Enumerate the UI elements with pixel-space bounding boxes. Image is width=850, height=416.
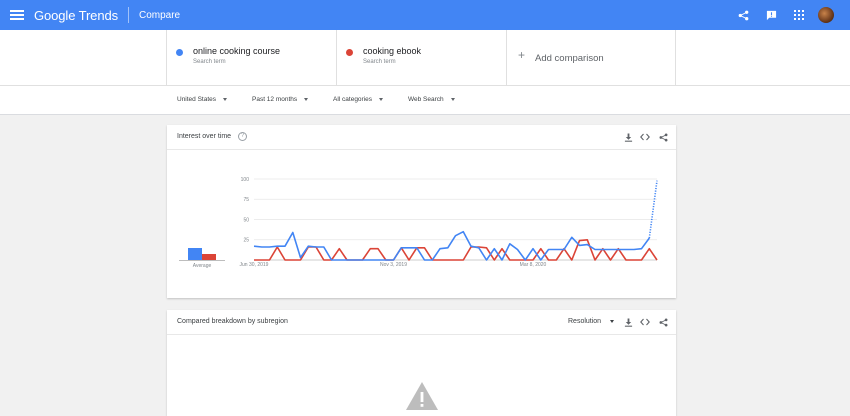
top-app-bar: Google Trends Compare	[0, 0, 850, 30]
region-filter-label: United States	[177, 96, 217, 103]
embed-icon[interactable]	[640, 317, 650, 327]
card-title: Compared breakdown by subregion	[177, 318, 288, 325]
card-title: Interest over time	[177, 133, 232, 140]
search-term-1[interactable]: online cooking course Search term	[166, 30, 336, 86]
x-tick-label: Nov 3, 2019	[380, 262, 407, 268]
add-comparison-label: Add comparison	[535, 53, 604, 64]
card-header: Compared breakdown by subregion Resoluti…	[167, 310, 676, 335]
chevron-down-icon	[223, 98, 228, 101]
interest-over-time-chart[interactable]: 100 75 50 25 Jun 30, 2019 Nov 3, 2019 Mar 8, 2…	[167, 125, 676, 298]
chevron-down-icon	[304, 98, 309, 101]
category-filter[interactable]: All categories	[333, 96, 384, 103]
resolution-label: Resolution	[568, 318, 602, 325]
account-avatar[interactable]	[818, 7, 834, 23]
term-2-name: cooking ebook	[363, 46, 422, 56]
term-2-color-dot	[346, 49, 353, 56]
y-tick-label: 75	[243, 197, 249, 203]
average-bar-cooking-ebook[interactable]	[202, 254, 216, 260]
feedback-icon[interactable]	[764, 8, 778, 22]
warning-icon	[406, 382, 438, 410]
average-label: Average	[192, 263, 212, 269]
add-comparison-button[interactable]: + Add comparison	[506, 30, 676, 86]
card-header: Interest over time ?	[167, 125, 676, 150]
y-tick-label: 100	[241, 177, 250, 183]
period-filter[interactable]: Past 12 months	[252, 96, 309, 103]
x-tick-label: Jun 30, 2019	[240, 262, 269, 268]
chevron-down-icon	[450, 98, 455, 101]
period-filter-label: Past 12 months	[252, 96, 298, 103]
search-terms-bar: online cooking course Search term cookin…	[0, 30, 850, 86]
logo-divider	[127, 7, 129, 23]
download-icon[interactable]	[623, 132, 633, 142]
menu-icon[interactable]	[10, 10, 24, 20]
series-line-online-cooking-course[interactable]	[253, 230, 650, 261]
page-title: Compare	[138, 9, 181, 21]
app-logo[interactable]: Google Trends	[34, 7, 118, 23]
chevron-down-icon	[379, 98, 384, 101]
y-tick-label: 25	[243, 238, 249, 244]
category-filter-label: All categories	[333, 96, 373, 103]
term-1-name: online cooking course	[193, 46, 281, 56]
download-icon[interactable]	[623, 317, 633, 327]
search-term-2[interactable]: cooking ebook Search term	[336, 30, 506, 86]
y-tick-label: 50	[243, 217, 249, 223]
series-partial-line-online-cooking-course[interactable]	[648, 180, 658, 239]
subregion-breakdown-card: Compared breakdown by subregion Resoluti…	[167, 310, 676, 416]
chevron-down-icon	[610, 320, 615, 323]
term-1-color-dot	[176, 49, 183, 56]
region-filter[interactable]: United States	[177, 96, 228, 103]
top-bar-actions	[722, 0, 834, 30]
filter-bar: United States Past 12 months All categor…	[0, 86, 850, 115]
add-icon: +	[518, 48, 526, 62]
share-icon[interactable]	[658, 132, 668, 142]
average-bar-online-cooking-course[interactable]	[188, 248, 202, 260]
share-icon[interactable]	[658, 317, 668, 327]
interest-over-time-card: Interest over time ? Average 100 75 50 25 Ju…	[167, 125, 676, 298]
share-icon[interactable]	[736, 8, 750, 22]
resolution-dropdown[interactable]: Resolution	[568, 318, 615, 325]
x-tick-label: Mar 8, 2020	[520, 262, 547, 268]
search-type-filter-label: Web Search	[408, 96, 444, 103]
term-2-type: Search term	[363, 59, 396, 65]
embed-icon[interactable]	[640, 132, 650, 142]
average-baseline	[179, 260, 225, 261]
apps-grid-icon[interactable]	[792, 8, 806, 22]
help-icon[interactable]: ?	[238, 132, 247, 141]
search-type-filter[interactable]: Web Search	[408, 96, 455, 103]
term-1-type: Search term	[193, 59, 226, 65]
